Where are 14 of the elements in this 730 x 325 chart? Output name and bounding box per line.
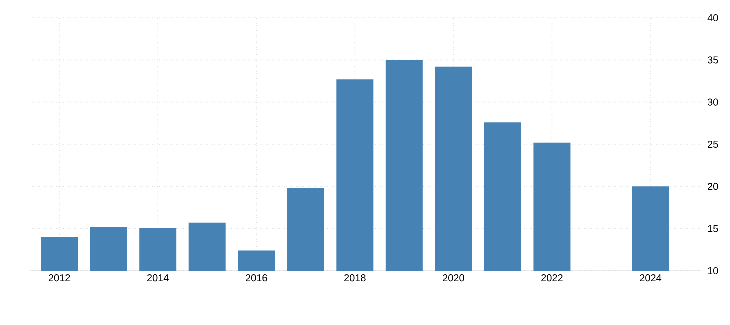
x-tick-label: 2014	[147, 274, 169, 282]
x-tick-label: 2016	[246, 274, 268, 282]
y-tick-label: 20	[708, 183, 718, 190]
y-tick-label: 35	[708, 56, 718, 64]
x-tick-label: 2020	[443, 274, 464, 282]
y-tick-label: 30	[708, 98, 718, 106]
x-tick-label: 2012	[48, 274, 70, 282]
y-tick-label: 40	[708, 14, 718, 22]
x-tick-label: 2018	[344, 274, 366, 282]
y-tick-label: 15	[708, 225, 718, 232]
y-tick-label: 10	[708, 267, 718, 275]
y-tick-label: 25	[708, 140, 718, 148]
x-tick-label: 2022	[542, 274, 563, 282]
x-tick-label: 2024	[640, 274, 662, 282]
